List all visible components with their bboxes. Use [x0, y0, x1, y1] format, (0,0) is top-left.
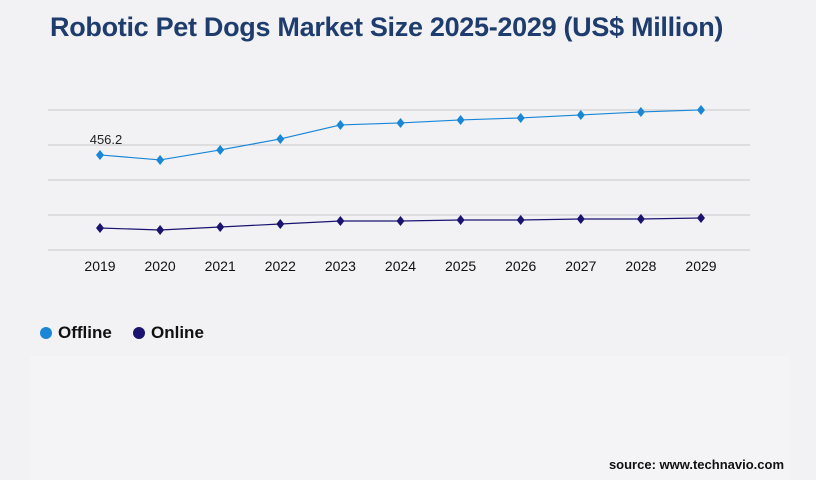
legend-item-online: Online	[133, 323, 204, 343]
data-label: 456.2	[90, 132, 123, 147]
series-line-offline	[99, 109, 702, 161]
data-point-online	[697, 212, 705, 223]
x-tick-label: 2023	[325, 258, 356, 274]
data-point-online	[516, 214, 525, 225]
data-point-offline	[96, 149, 104, 160]
data-point-online	[636, 213, 645, 224]
data-point-offline	[156, 154, 165, 165]
data-point-offline	[516, 112, 525, 123]
data-point-offline	[456, 114, 465, 125]
data-point-online	[156, 225, 165, 235]
x-tick-label: 2021	[205, 258, 236, 274]
data-point-online	[456, 214, 465, 225]
data-point-offline	[216, 144, 225, 155]
x-tick-label: 2028	[625, 258, 656, 274]
x-tick-label: 2019	[84, 258, 115, 274]
data-point-offline	[396, 117, 405, 128]
x-tick-label: 2020	[145, 258, 176, 274]
data-point-online	[576, 213, 585, 224]
data-point-online	[276, 218, 285, 229]
x-tick-label: 2022	[265, 258, 296, 274]
data-point-offline	[336, 119, 345, 130]
data-point-offline	[576, 109, 585, 120]
legend-label-offline: Offline	[58, 323, 112, 342]
background-panel	[30, 356, 790, 480]
online-marker-icon	[133, 327, 145, 339]
data-point-online	[336, 215, 345, 226]
data-point-online	[396, 215, 405, 226]
legend-item-offline: Offline	[40, 323, 112, 343]
x-tick-label: 2027	[565, 258, 596, 274]
source-credit: source: www.technavio.com	[608, 457, 784, 472]
data-point-offline	[636, 106, 645, 117]
chart-title: Robotic Pet Dogs Market Size 2025-2029 (…	[50, 12, 724, 42]
data-point-offline	[697, 104, 705, 115]
legend-label-online: Online	[151, 323, 204, 342]
x-tick-label: 2025	[445, 258, 476, 274]
x-tick-label: 2026	[505, 258, 536, 274]
data-point-online	[216, 222, 225, 232]
x-tick-label: 2029	[685, 258, 716, 274]
x-tick-label: 2024	[385, 258, 416, 274]
offline-marker-icon	[40, 327, 52, 339]
data-point-online	[96, 223, 104, 233]
data-point-offline	[276, 133, 285, 144]
